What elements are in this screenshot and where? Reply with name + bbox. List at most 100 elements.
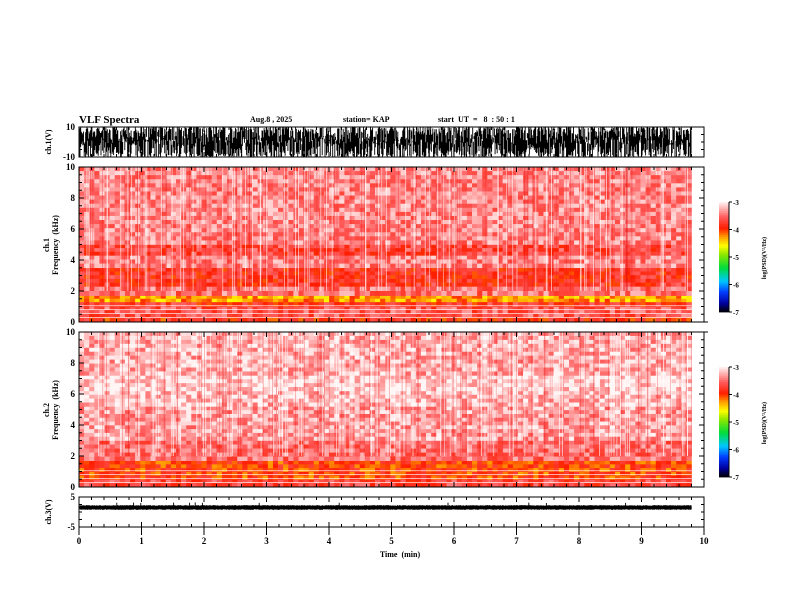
spectrogram-cell <box>232 195 238 200</box>
spectrogram-cell <box>497 207 503 213</box>
spectrogram-cell <box>186 220 192 225</box>
spectrogram-cell <box>589 263 595 269</box>
spectrogram-cell <box>523 211 529 217</box>
spectrogram-cell <box>140 298 146 303</box>
spectrogram-cell <box>538 215 544 221</box>
spectrogram-cell <box>395 267 401 272</box>
spectrogram-cell <box>130 171 136 176</box>
spectrogram-cell <box>640 244 646 249</box>
spectrogram-cell <box>201 313 207 318</box>
spectrogram-cell <box>441 286 447 292</box>
spectrogram-cell <box>150 267 156 272</box>
spectrogram-cell <box>140 271 146 276</box>
spectrogram-cell <box>441 275 447 280</box>
spectrogram-cell <box>318 275 325 280</box>
spectrogram-cell <box>620 310 626 315</box>
spectrogram-cell <box>472 203 478 209</box>
spectrogram-cell <box>502 259 509 264</box>
spectrogram-cell <box>405 191 412 196</box>
spectrogram-cell <box>227 191 233 196</box>
spectrogram-cell <box>94 267 100 272</box>
spectrogram-cell <box>349 195 355 200</box>
spectrogram-cell <box>686 203 692 209</box>
spectrogram-cell <box>313 171 320 176</box>
spectrogram-cell <box>431 251 437 256</box>
spectrogram-cell <box>671 301 677 307</box>
spectrogram-cell <box>507 291 514 296</box>
spectrogram-cell <box>441 207 447 213</box>
spectrogram-cell <box>242 255 248 260</box>
spectrogram-cell <box>635 310 641 315</box>
spectrogram-cell <box>344 291 350 296</box>
spectrogram-cell <box>349 306 355 311</box>
spectrogram-cell <box>150 236 156 241</box>
spectrogram-cell <box>364 271 371 276</box>
spectrogram-cell <box>364 179 371 184</box>
spectrogram-cell <box>191 207 197 213</box>
spectrogram-cell <box>354 298 361 303</box>
spectrogram-cell <box>400 298 406 303</box>
spectrogram-cell <box>160 175 167 180</box>
spectrogram-cell <box>594 310 600 315</box>
spectrogram-cell <box>109 275 116 280</box>
spectrogram-cell <box>569 183 575 188</box>
spectrogram-cell <box>298 183 304 188</box>
spectrogram-cell <box>584 175 590 180</box>
spectrogram-cell <box>170 207 177 213</box>
spectrogram-cell <box>339 183 345 188</box>
spectrogram-cell <box>211 191 218 196</box>
spectrogram-cell <box>201 187 207 192</box>
spectrogram-cell <box>339 271 345 276</box>
spectrogram-cell <box>528 271 534 276</box>
spectrogram-cell <box>441 282 447 287</box>
spectrogram-cell <box>563 278 570 283</box>
spectrogram-cell <box>109 251 116 256</box>
spectrogram-cell <box>405 187 412 192</box>
spectrogram-cell <box>584 179 590 184</box>
spectrogram-cell <box>354 167 361 172</box>
spectrogram-cell <box>640 286 646 292</box>
spectrogram-cell <box>548 291 554 296</box>
spectrogram-cell <box>369 228 376 233</box>
spectrogram-cell <box>298 282 304 287</box>
spectrogram-cell <box>584 255 590 260</box>
spectrogram-cell <box>160 275 167 280</box>
spectrogram-cell <box>94 240 100 245</box>
spectrogram-cell <box>599 317 606 323</box>
spectrogram-cell <box>456 271 463 276</box>
spectrogram-cell <box>130 240 136 245</box>
spectrogram-cell <box>436 278 442 283</box>
spectrogram-cell <box>201 244 207 249</box>
spectrogram-cell <box>227 175 233 180</box>
spectrogram-cell <box>380 240 386 245</box>
spectrogram-cell <box>227 248 233 253</box>
spectrogram-cell <box>191 275 197 280</box>
spectrogram-cell <box>349 310 355 315</box>
spectrogram-cell <box>676 215 682 221</box>
spectrogram-cell <box>579 224 585 229</box>
spectrogram-cell <box>538 224 544 229</box>
spectrogram-cell <box>640 211 646 217</box>
spectrogram-cell <box>472 199 478 205</box>
spectrogram-cell <box>211 298 218 303</box>
spectrogram-cell <box>553 195 560 200</box>
spectrogram-cell <box>395 286 401 292</box>
spectrogram-cell <box>145 267 151 272</box>
spectrogram-cell <box>512 183 519 188</box>
spectrogram-cell <box>119 232 126 237</box>
spectrogram-cell <box>655 271 662 276</box>
spectrogram-cell <box>456 267 463 272</box>
spectrogram-cell <box>431 298 437 303</box>
spectrogram-cell <box>206 207 212 213</box>
spectrogram-cell <box>614 228 621 233</box>
spectrogram-cell <box>625 251 631 256</box>
spectrogram-cell <box>507 187 514 192</box>
spectrogram-cell <box>216 211 223 217</box>
spectrogram-cell <box>400 215 406 221</box>
spectrogram-cell <box>579 301 585 307</box>
spectrogram-cell <box>359 215 366 221</box>
spectrogram-cell <box>293 263 299 269</box>
spectrogram-cell <box>640 195 646 200</box>
spectrogram-cell <box>109 282 116 287</box>
spectrogram-cell <box>237 211 243 217</box>
